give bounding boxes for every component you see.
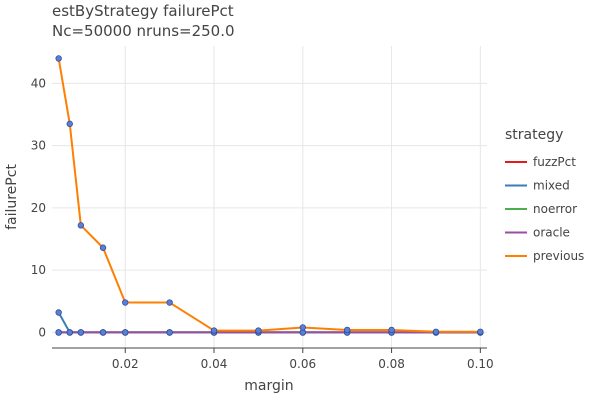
data-point-mixed bbox=[55, 309, 62, 316]
x-axis-ticks: 0.02 0.04 0.06 0.08 0.10 bbox=[112, 348, 494, 371]
series-lines bbox=[57, 58, 481, 334]
data-point-oracle bbox=[99, 329, 107, 336]
y-tick-label: 30 bbox=[31, 139, 46, 153]
data-point-previous bbox=[477, 328, 484, 336]
data-point-previous bbox=[343, 326, 351, 334]
x-tick-label: 0.10 bbox=[467, 357, 494, 371]
legend-label-noerror: noerror bbox=[533, 202, 577, 216]
series-line-previous bbox=[57, 58, 481, 333]
legend-title: strategy bbox=[505, 127, 563, 143]
y-axis-ticks: 0 10 20 30 40 bbox=[31, 76, 46, 339]
y-axis-title: failurePct bbox=[4, 164, 20, 230]
legend-label-fuzzPct: fuzzPct bbox=[533, 155, 576, 169]
data-point-previous bbox=[77, 222, 85, 229]
y-tick-label: 10 bbox=[31, 263, 46, 277]
data-point-previous bbox=[166, 299, 173, 306]
legend-label-previous: previous bbox=[533, 249, 584, 263]
data-point-previous bbox=[255, 327, 262, 334]
data-point-oracle bbox=[77, 329, 85, 336]
x-tick-label: 0.04 bbox=[201, 357, 228, 371]
data-point-previous bbox=[432, 328, 440, 336]
data-point-oracle bbox=[166, 329, 173, 336]
data-point-previous bbox=[210, 327, 218, 334]
x-tick-label: 0.08 bbox=[378, 357, 405, 371]
data-point-oracle bbox=[122, 329, 129, 336]
legend-label-mixed: mixed bbox=[533, 179, 570, 193]
gridlines bbox=[52, 46, 487, 348]
data-point-oracle bbox=[55, 329, 62, 336]
x-tick-label: 0.02 bbox=[112, 357, 139, 371]
data-point-previous bbox=[299, 324, 306, 331]
y-tick-label: 0 bbox=[38, 325, 46, 339]
chart-subtitle: Nc=50000 nruns=250.0 bbox=[52, 22, 235, 40]
data-point-previous bbox=[55, 55, 62, 62]
data-point-previous bbox=[99, 244, 107, 251]
data-point-oracle bbox=[66, 329, 73, 336]
y-tick-label: 40 bbox=[31, 76, 46, 90]
x-tick-label: 0.06 bbox=[289, 357, 316, 371]
x-axis-title: margin bbox=[244, 378, 293, 394]
legend-label-oracle: oracle bbox=[533, 226, 570, 240]
y-tick-label: 20 bbox=[31, 201, 46, 215]
data-point-previous bbox=[122, 299, 129, 306]
chart-title: estByStrategy failurePct bbox=[52, 2, 234, 20]
data-markers bbox=[55, 55, 484, 336]
data-point-previous bbox=[388, 326, 395, 334]
legend: strategy fuzzPct mixed noerror oracle previo… bbox=[505, 127, 584, 263]
data-point-previous bbox=[66, 120, 73, 128]
